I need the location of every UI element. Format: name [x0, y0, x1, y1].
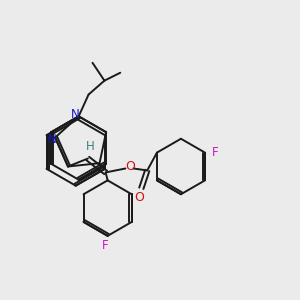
Text: N: N	[48, 133, 56, 146]
Text: O: O	[125, 160, 135, 173]
Text: F: F	[212, 146, 218, 159]
Text: H: H	[85, 140, 94, 153]
Text: N: N	[71, 108, 80, 121]
Text: F: F	[102, 239, 109, 252]
Text: O: O	[134, 191, 144, 204]
